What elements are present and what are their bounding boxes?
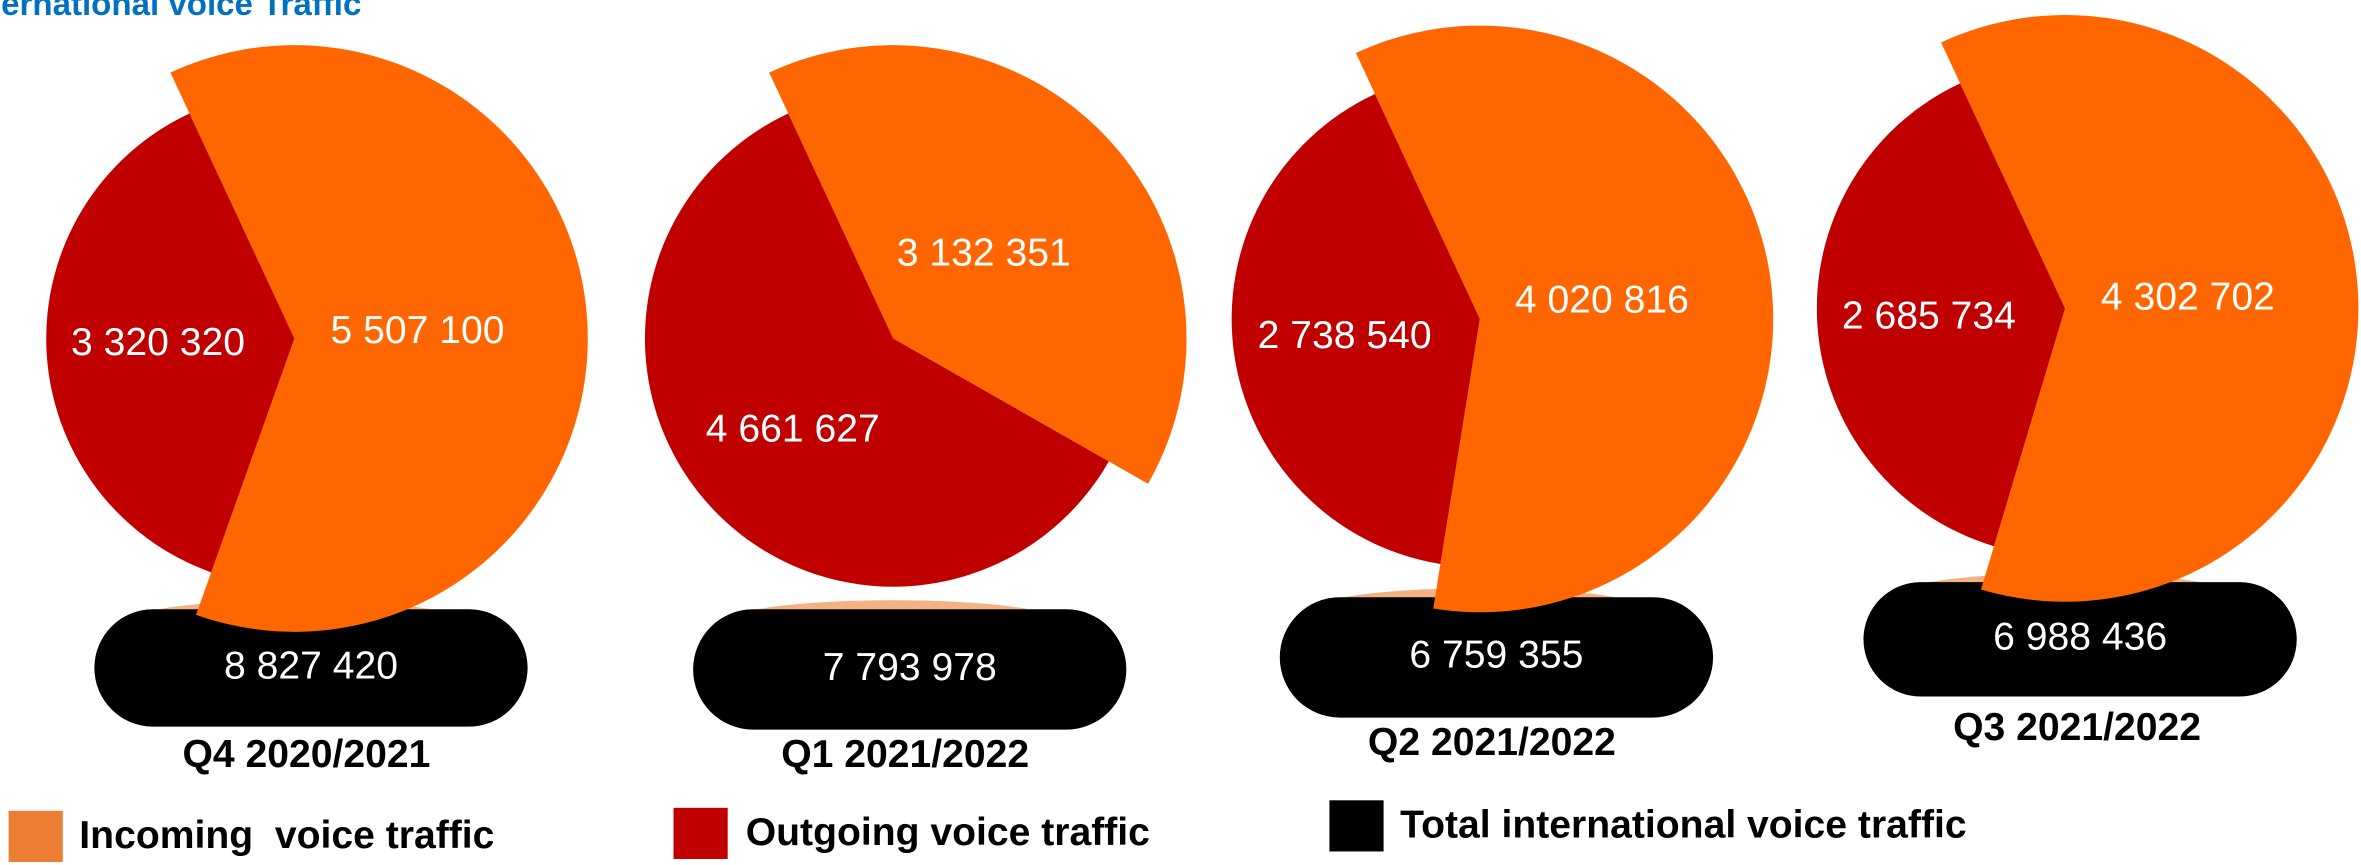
total-label: 6 988 436	[1993, 616, 2167, 659]
pie-slice	[1231, 93, 1480, 564]
slice-label: 4 302 702	[2101, 276, 2275, 319]
pie-label: Q2 2021/2022	[1368, 721, 1616, 764]
pie-slice	[170, 45, 588, 632]
pie-slice	[644, 113, 1109, 587]
legend-swatch	[673, 807, 728, 859]
slice-label: 2 738 540	[1258, 314, 1432, 357]
pie-label: Q4 2020/2021	[183, 733, 431, 776]
slice-label: 3 132 351	[897, 231, 1071, 274]
total-pill	[693, 609, 1127, 730]
total-pill	[94, 609, 528, 727]
slice-label: 4 661 627	[706, 407, 880, 450]
legend-label: Outgoing voice traffic	[746, 811, 1150, 854]
slice-label: 2 685 734	[1842, 295, 2016, 338]
total-pill	[1863, 582, 2297, 697]
pie-label: Q1 2021/2022	[781, 733, 1029, 776]
total-pill	[1279, 597, 1714, 718]
slice-label: 4 020 816	[1515, 278, 1689, 321]
total-label: 8 827 420	[224, 644, 398, 687]
pie-slice	[46, 113, 295, 573]
pie-slice	[1816, 83, 2066, 547]
legend-label: Total international voice traffic	[1400, 804, 1966, 847]
chart-title: ernational voice Traffic	[1, 0, 361, 23]
slice-label: 3 320 320	[71, 321, 245, 364]
pie-slice	[769, 45, 1187, 484]
legend-label: Incoming voice traffic	[79, 814, 494, 857]
slice-label: 5 507 100	[331, 309, 505, 352]
legend-swatch	[1329, 800, 1384, 852]
pie-slice	[1941, 15, 2359, 602]
total-label: 7 793 978	[823, 646, 997, 689]
pie-slice	[1355, 25, 1774, 613]
legend-swatch	[8, 810, 63, 862]
pie-label: Q3 2021/2022	[1953, 706, 2201, 749]
total-label: 6 759 355	[1409, 634, 1583, 677]
